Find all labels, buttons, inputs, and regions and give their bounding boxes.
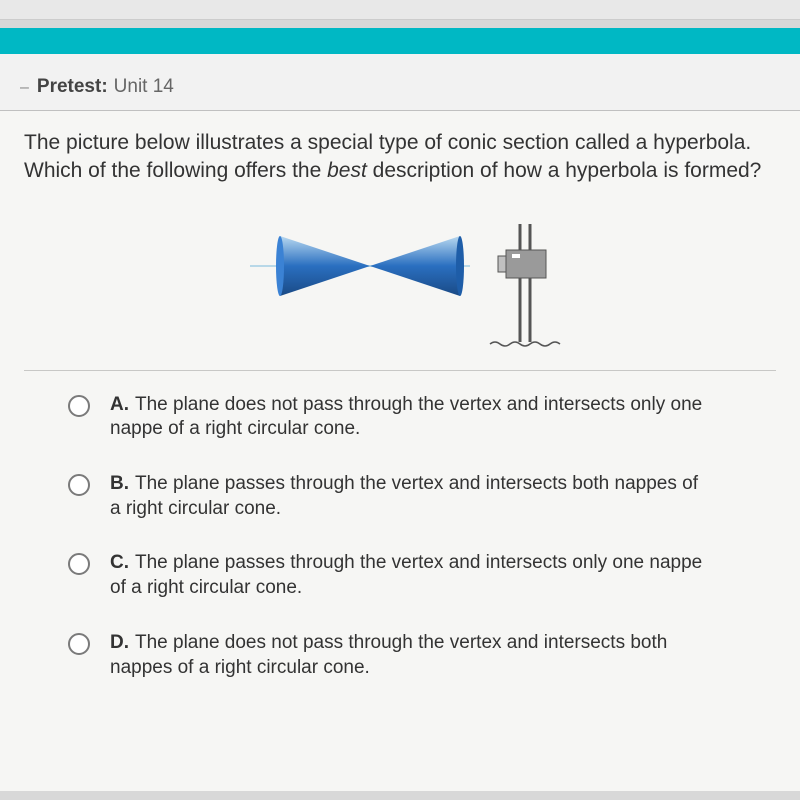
answer-option-d[interactable]: D.The plane does not pass through the ve… (68, 631, 776, 680)
question-italic: best (327, 159, 367, 182)
hyperbola-diagram-svg (220, 194, 580, 354)
answer-text-c: C.The plane passes through the vertex an… (110, 551, 710, 600)
radio-d[interactable] (68, 633, 90, 655)
divider (24, 370, 776, 371)
answer-body-c: The plane passes through the vertex and … (110, 552, 702, 598)
radio-a[interactable] (68, 395, 90, 417)
answer-body-b: The plane passes through the vertex and … (110, 473, 698, 519)
answer-letter-a: A. (110, 394, 129, 415)
diagram (24, 194, 776, 354)
answer-text-a: A.The plane does not pass through the ve… (110, 393, 710, 442)
projector-highlight (512, 254, 520, 258)
cone-right-nappe (370, 236, 463, 296)
cone-left-cap (276, 236, 284, 296)
projector-lens (498, 256, 506, 272)
stand-base (490, 342, 560, 346)
unit-label: Unit 14 (114, 76, 174, 98)
pretest-label: Pretest: (37, 76, 108, 98)
page-header: – Pretest: Unit 14 (0, 54, 800, 111)
answer-text-d: D.The plane does not pass through the ve… (110, 631, 710, 680)
answer-option-a[interactable]: A.The plane does not pass through the ve… (68, 393, 776, 442)
answer-text-b: B.The plane passes through the vertex an… (110, 472, 710, 521)
answer-body-d: The plane does not pass through the vert… (110, 632, 667, 678)
answer-list: A.The plane does not pass through the ve… (24, 393, 776, 681)
answer-letter-b: B. (110, 473, 129, 494)
cone-left-nappe (278, 236, 371, 296)
browser-top-bar (0, 0, 800, 20)
radio-c[interactable] (68, 553, 90, 575)
answer-letter-d: D. (110, 632, 129, 653)
back-indicator: – (20, 79, 29, 97)
answer-body-a: The plane does not pass through the vert… (110, 394, 702, 440)
question-text: The picture below illustrates a special … (24, 129, 776, 186)
answer-option-b[interactable]: B.The plane passes through the vertex an… (68, 472, 776, 521)
answer-letter-c: C. (110, 552, 129, 573)
cone-right-cap (456, 236, 464, 296)
question-part2: description of how a hyperbola is formed… (367, 159, 762, 182)
app-header-bar (0, 28, 800, 54)
question-panel: The picture below illustrates a special … (0, 111, 800, 791)
radio-b[interactable] (68, 474, 90, 496)
answer-option-c[interactable]: C.The plane passes through the vertex an… (68, 551, 776, 600)
